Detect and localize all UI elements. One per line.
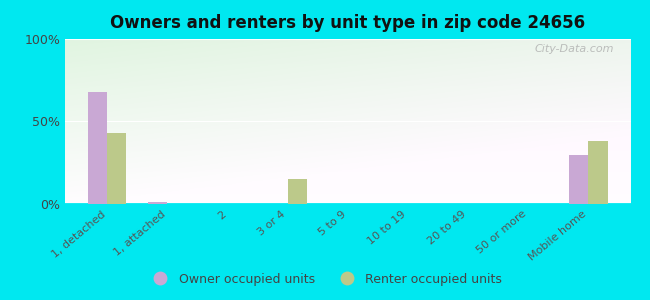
Bar xyxy=(588,141,608,204)
Title: Owners and renters by unit type in zip code 24656: Owners and renters by unit type in zip c… xyxy=(111,14,585,32)
Bar xyxy=(107,133,126,204)
Bar xyxy=(88,92,107,204)
Text: City-Data.com: City-Data.com xyxy=(534,44,614,54)
Legend: Owner occupied units, Renter occupied units: Owner occupied units, Renter occupied un… xyxy=(143,268,507,291)
Bar xyxy=(569,154,588,204)
Bar xyxy=(148,202,167,204)
Bar xyxy=(287,179,307,204)
